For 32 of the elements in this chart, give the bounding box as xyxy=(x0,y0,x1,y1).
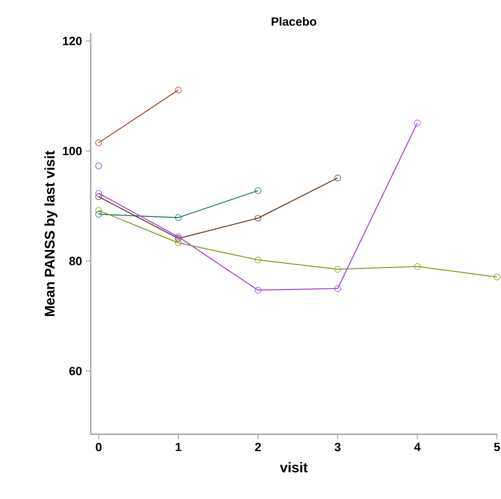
point xyxy=(414,120,421,126)
point xyxy=(254,214,262,222)
point xyxy=(254,256,262,264)
y-axis-title: Mean PANSS by last visit xyxy=(44,150,58,316)
point xyxy=(254,187,262,194)
y-tick-label: 100 xyxy=(62,146,82,156)
point xyxy=(95,162,102,170)
x-tick-label: 2 xyxy=(255,442,261,452)
x-tick-label: 4 xyxy=(414,442,421,452)
point xyxy=(414,263,421,270)
point xyxy=(175,240,182,246)
y-tick-label: 120 xyxy=(62,36,82,46)
point xyxy=(95,139,102,146)
point xyxy=(334,174,341,182)
point xyxy=(175,214,182,221)
point xyxy=(494,274,500,280)
x-axis-title: visit xyxy=(280,462,308,472)
x-tick-label: 0 xyxy=(96,442,102,452)
x-tick-label: 3 xyxy=(334,442,341,452)
chart-title: Placebo xyxy=(272,17,316,26)
y-tick-label: 60 xyxy=(69,366,82,376)
point xyxy=(254,286,262,294)
x-tick-label: 5 xyxy=(494,442,500,452)
point xyxy=(175,86,182,94)
x-tick-label: 1 xyxy=(176,442,182,452)
point xyxy=(95,193,102,200)
point xyxy=(95,190,102,197)
point xyxy=(334,285,341,292)
y-tick-label: 80 xyxy=(69,256,82,266)
point xyxy=(95,210,102,218)
point xyxy=(95,207,102,214)
point xyxy=(334,266,341,273)
